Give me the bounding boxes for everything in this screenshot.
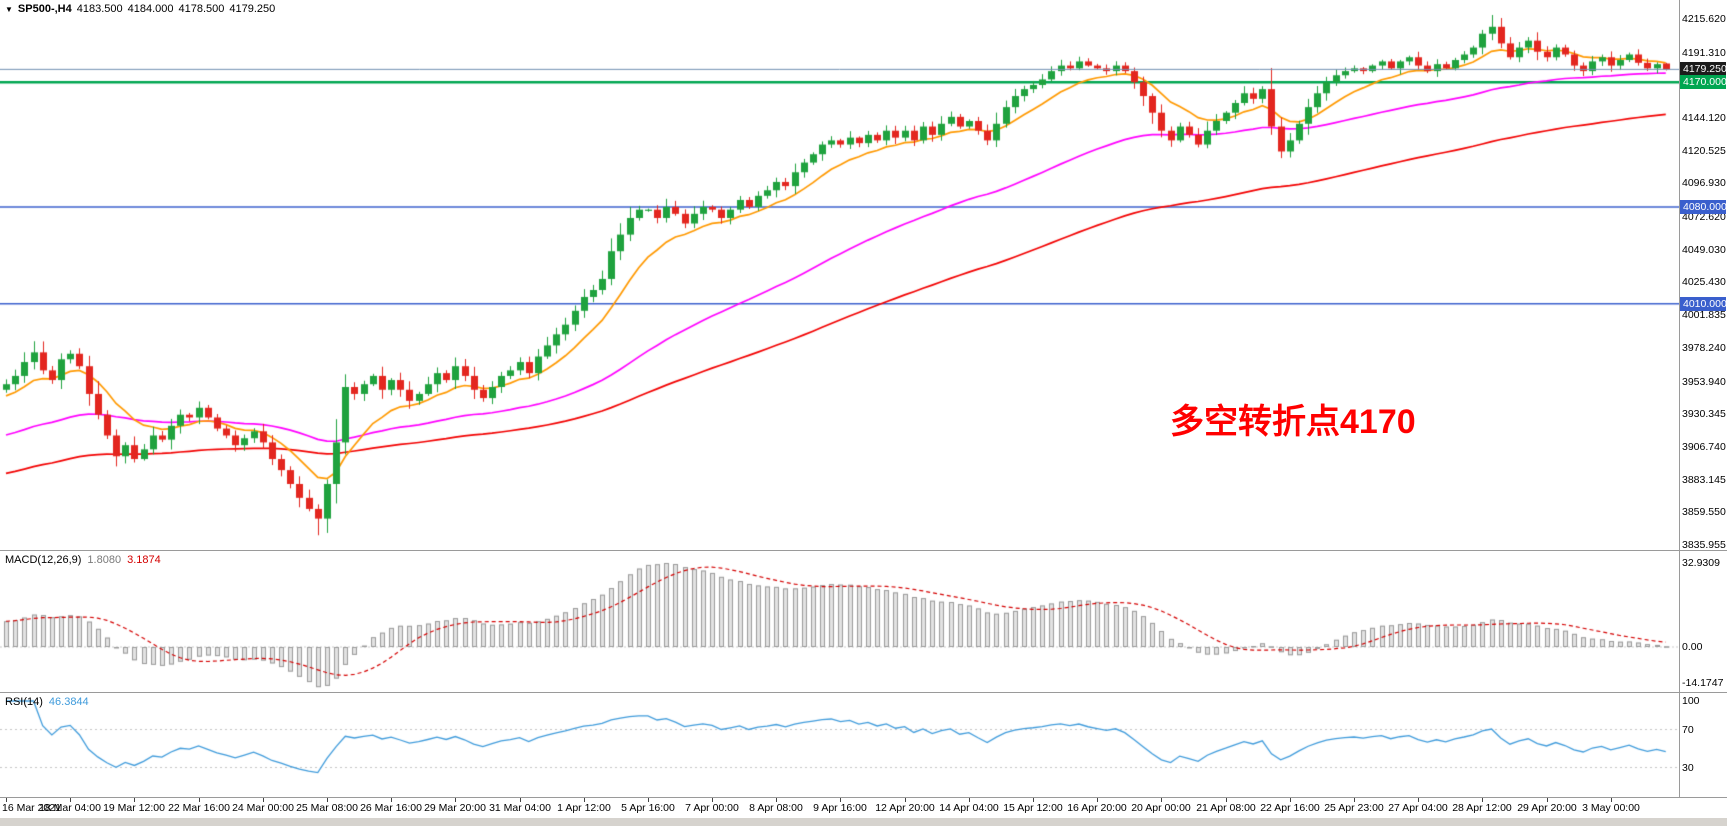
price-chart-panel: ▼ SP500-,H4 4183.500 4184.000 4178.500 4179.2…	[0, 0, 1679, 550]
time-axis-tick	[1226, 798, 1227, 802]
time-axis-tick	[1482, 798, 1483, 802]
time-axis-label: 7 Apr 00:00	[685, 802, 739, 814]
time-axis-label: 12 Apr 20:00	[875, 802, 935, 814]
time-axis-tick	[1547, 798, 1548, 802]
time-axis-tick	[391, 798, 392, 802]
time-axis-label: 5 Apr 16:00	[621, 802, 675, 814]
time-axis-label: 19 Mar 12:00	[103, 802, 165, 814]
time-axis-tick	[263, 798, 264, 802]
panel-separator[interactable]	[0, 797, 1727, 798]
time-axis-tick	[520, 798, 521, 802]
bar-high-value: 4184.000	[127, 3, 174, 15]
time-axis-label: 9 Apr 16:00	[813, 802, 867, 814]
symbol-name: SP500-,H4	[17, 3, 72, 15]
time-axis-label: 28 Apr 12:00	[1452, 802, 1512, 814]
rsi-indicator-panel: RSI(14) 46.3844	[0, 693, 1727, 797]
time-axis-tick	[1418, 798, 1419, 802]
time-axis-label: 31 Mar 04:00	[489, 802, 551, 814]
time-axis-label: 29 Apr 20:00	[1517, 802, 1577, 814]
bar-open-value: 4183.500	[76, 3, 123, 15]
time-axis-tick	[70, 798, 71, 802]
time-axis-label: 16 Mar 2021	[2, 802, 61, 814]
time-axis-tick	[584, 798, 585, 802]
macd-signal-value: 3.1874	[127, 554, 161, 566]
rsi-label: RSI(14) 46.3844	[5, 696, 95, 708]
time-axis-label: 25 Apr 23:00	[1324, 802, 1384, 814]
time-axis-tick	[712, 798, 713, 802]
time-axis-label: 21 Apr 08:00	[1196, 802, 1256, 814]
macd-label: MACD(12,26,9) 1.8080 3.1874	[5, 554, 167, 566]
time-axis-label: 14 Apr 04:00	[939, 802, 999, 814]
time-axis-tick	[969, 798, 970, 802]
symbol-info-line: ▼ SP500-,H4 4183.500 4184.000 4178.500 4179.2…	[5, 3, 280, 15]
time-axis-label: 25 Mar 08:00	[296, 802, 358, 814]
panel-separator[interactable]	[0, 550, 1727, 551]
annotation-text: 多空转折点4170	[1170, 403, 1416, 441]
time-axis-label: 20 Apr 00:00	[1131, 802, 1191, 814]
time-axis[interactable]: 16 Mar 2021 18 Mar 04:00 19 Mar 12:00 22 Ma…	[0, 798, 1727, 818]
time-axis-tick	[1033, 798, 1034, 802]
macd-indicator-panel: MACD(12,26,9) 1.8080 3.1874	[0, 551, 1727, 692]
window-bottom-strip	[0, 818, 1727, 826]
panel-separator[interactable]	[0, 692, 1727, 693]
time-axis-label: 15 Apr 12:00	[1003, 802, 1063, 814]
time-axis-tick	[1097, 798, 1098, 802]
bar-low-value: 4178.500	[178, 3, 225, 15]
time-axis-label: 22 Apr 16:00	[1260, 802, 1320, 814]
macd-indicator-name: MACD(12,26,9)	[5, 554, 82, 566]
time-axis-tick	[6, 798, 7, 802]
time-axis-label: 18 Mar 04:00	[39, 802, 101, 814]
collapse-triangle-icon[interactable]: ▼	[5, 5, 13, 14]
macd-canvas[interactable]	[0, 551, 1679, 692]
time-axis-label: 3 May 00:00	[1582, 802, 1640, 814]
rsi-indicator-name: RSI(14)	[5, 696, 43, 708]
time-axis-tick	[1354, 798, 1355, 802]
time-axis-label: 22 Mar 16:00	[168, 802, 230, 814]
time-axis-tick	[648, 798, 649, 802]
time-axis-label: 1 Apr 12:00	[557, 802, 611, 814]
rsi-canvas[interactable]	[0, 693, 1679, 797]
time-axis-tick	[1161, 798, 1162, 802]
time-axis-tick	[840, 798, 841, 802]
time-axis-tick	[455, 798, 456, 802]
price-scale-separator	[1679, 0, 1680, 797]
time-axis-tick	[1290, 798, 1291, 802]
time-axis-label: 16 Apr 20:00	[1067, 802, 1127, 814]
time-axis-label: 27 Apr 04:00	[1388, 802, 1448, 814]
time-axis-tick	[327, 798, 328, 802]
rsi-value: 46.3844	[48, 696, 89, 708]
time-axis-label: 8 Apr 08:00	[749, 802, 803, 814]
time-axis-tick	[776, 798, 777, 802]
macd-value: 1.8080	[87, 554, 122, 566]
price-chart-canvas[interactable]	[0, 0, 1679, 550]
time-axis-label: 29 Mar 20:00	[424, 802, 486, 814]
bar-close-value: 4179.250	[229, 3, 276, 15]
time-axis-label: 24 Mar 00:00	[232, 802, 294, 814]
time-axis-tick	[1611, 798, 1612, 802]
time-axis-tick	[905, 798, 906, 802]
time-axis-label: 26 Mar 16:00	[360, 802, 422, 814]
time-axis-tick	[134, 798, 135, 802]
time-axis-tick	[199, 798, 200, 802]
